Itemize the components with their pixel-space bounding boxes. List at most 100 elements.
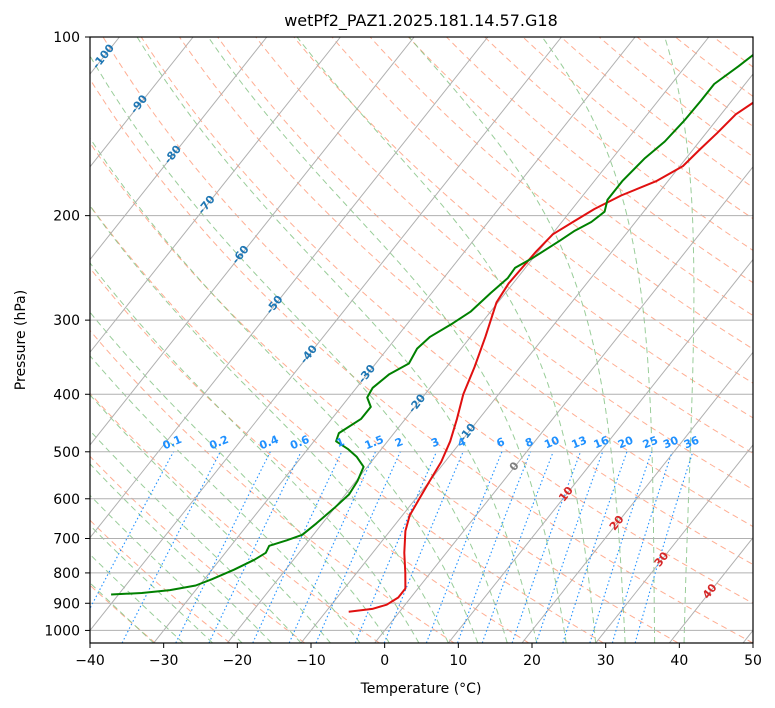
x-tick-label: −40: [75, 653, 105, 669]
mixing-ratio-line: [354, 451, 438, 643]
dry-adiabat: [140, 37, 753, 566]
y-tick-label: 1000: [44, 623, 80, 639]
mixing-ratio-label: 3: [429, 435, 441, 450]
moist-adiabat: [90, 582, 155, 643]
dry-adiabat: [293, 37, 753, 419]
mixing-ratio-line: [611, 451, 673, 643]
x-tick-label: −20: [223, 653, 253, 669]
mixing-ratio-label: 30: [661, 434, 680, 452]
isotherm-line: [90, 37, 415, 446]
dry-adiabat: [408, 37, 753, 317]
mixing-ratio-line: [562, 451, 628, 643]
dry-adiabat: [331, 37, 753, 384]
moist-adiabat: [296, 37, 597, 643]
moist-adiabat: [90, 494, 243, 643]
x-tick-label: 10: [449, 653, 467, 669]
x-tick-label: 30: [597, 653, 615, 669]
mixing-ratio-label: 8: [523, 435, 535, 450]
moist-adiabat: [207, 37, 567, 643]
y-tick-label: 200: [53, 209, 80, 225]
isotherm-line: [668, 536, 753, 643]
moist-adiabat: [90, 311, 390, 643]
mixing-ratio-line: [315, 451, 401, 643]
background-lines: [90, 37, 753, 643]
y-tick-label: 500: [53, 445, 80, 461]
mixing-ratio-line: [481, 451, 554, 643]
moist-adiabat: [541, 37, 656, 643]
mixing-ratio-line: [383, 451, 464, 643]
moist-adiabat: [90, 429, 302, 643]
x-tick-label: −30: [149, 653, 179, 669]
isotherm-line: [300, 73, 753, 643]
dry-adiabat: [90, 392, 380, 643]
y-tick-label: 400: [53, 387, 80, 403]
moist-adiabat: [408, 37, 626, 643]
mixing-ratio-label: 20: [616, 434, 635, 452]
isotherm-line: [90, 37, 194, 168]
dry-adiabat: [90, 267, 530, 643]
profile-traces: [111, 53, 753, 613]
temperature-series: [348, 101, 753, 613]
mixing-ratio-label: 2: [393, 435, 405, 450]
mixing-ratio-line: [511, 451, 582, 643]
moist-adiabat: [90, 262, 420, 643]
mixing-ratio-line: [175, 451, 271, 643]
dry-adiabat: [90, 455, 305, 643]
moist-adiabat: [90, 137, 479, 643]
moist-adiabat: [90, 463, 272, 643]
dry-adiabat: [369, 37, 753, 350]
moist-adiabat: [90, 524, 213, 643]
isotherm-line: [90, 37, 268, 261]
dewpoint-trace: [111, 53, 753, 596]
isotherm-line: [153, 37, 636, 643]
isotherm-line: [521, 351, 753, 643]
dry-adiabat: [217, 37, 753, 491]
dry-adiabat: [255, 37, 753, 454]
moist-adiabat: [90, 394, 331, 643]
chart-title: wetPf2_PAZ1.2025.181.14.57.G18: [284, 11, 558, 31]
isotherm-line: [90, 37, 562, 632]
moist-adiabat: [90, 54, 508, 643]
mixing-ratio-line: [535, 451, 604, 643]
mixing-ratio-line: [456, 451, 532, 643]
moist-adiabat: [90, 205, 449, 643]
mixing-ratio-label: 36: [682, 434, 701, 452]
x-tick-label: −10: [296, 653, 326, 669]
y-axis-label: Pressure (hPa): [13, 290, 29, 390]
mixing-ratio-labels: 0.1 0.2 0.4 0.6 1 1.5 2 3 4 6 8 10 13 16 20 25 30 36: [161, 433, 702, 452]
dry-adiabat: [598, 37, 753, 158]
mixing-ratio-label: 16: [592, 434, 611, 452]
dry-adiabat: [560, 37, 753, 188]
y-tick-label: 800: [53, 566, 80, 582]
isotherm-line: [595, 444, 753, 643]
dry-adiabat: [102, 37, 753, 604]
isotherm-line: [90, 37, 341, 354]
y-tick-label: 100: [53, 30, 80, 46]
isotherm-line: [90, 37, 489, 539]
y-tick-label: 900: [53, 596, 80, 612]
isotherm-line: [374, 166, 753, 643]
mixing-ratio-line: [90, 451, 174, 610]
x-axis-label: Temperature (°C): [360, 681, 482, 697]
x-tick-label: 40: [670, 653, 688, 669]
moist-adiabat: [90, 553, 184, 643]
y-tick-label: 700: [53, 532, 80, 548]
isotherm-line: [226, 37, 710, 643]
mixing-ratio-line: [634, 451, 694, 643]
moist-adiabat: [664, 37, 695, 643]
x-tick-label: 0: [380, 653, 389, 669]
isotherm-line: [447, 258, 753, 643]
mixing-ratio-label: 10: [542, 434, 561, 452]
dry-adiabat: [90, 204, 604, 643]
mixing-ratio-label: 1: [334, 435, 346, 450]
x-tick-label: 20: [523, 653, 541, 669]
plot-frame: [89, 36, 754, 644]
dewpoint-series: [111, 53, 753, 596]
y-tick-label: 300: [53, 313, 80, 329]
axis-ticks: −40 −30 −20 −10 0 10 20 30 40 50 100 200 300 400 500 60…: [44, 30, 762, 669]
dry-adiabat: [90, 78, 753, 643]
mixing-ratio-label: 25: [641, 434, 660, 452]
mixing-ratio-line: [425, 451, 503, 643]
